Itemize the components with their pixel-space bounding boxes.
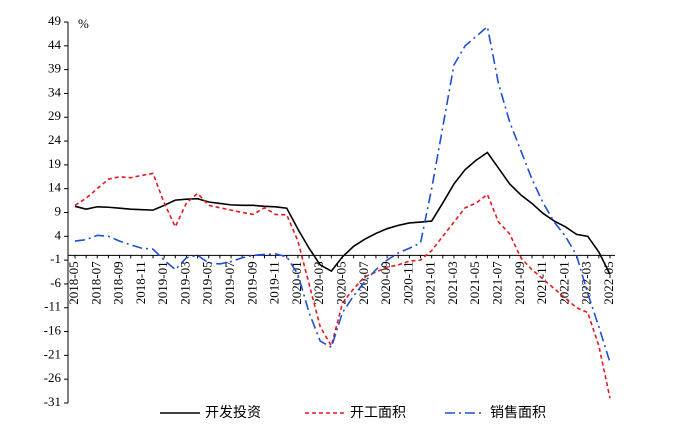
y-tick-label: 9	[55, 203, 62, 218]
y-tick-label: 44	[48, 37, 62, 52]
y-tick-label: -26	[44, 370, 62, 385]
x-tick-label: 2018-07	[88, 261, 103, 305]
y-tick-label: 49	[48, 13, 61, 28]
x-tick-label: 2019-09	[244, 261, 259, 304]
line-series	[74, 151, 611, 275]
x-tick-label: 2020-05	[333, 261, 348, 304]
x-tick-label: 2021-01	[423, 261, 438, 304]
y-tick-label: 19	[48, 156, 61, 171]
y-tick-label: -21	[44, 346, 61, 361]
x-tick-label: 2019-07	[222, 261, 237, 305]
x-tick-label: 2018-09	[111, 261, 126, 304]
x-tick-label: 2020-01	[289, 261, 304, 304]
x-tick-label: 2019-11	[267, 261, 282, 304]
x-tick-label: 2018-05	[66, 261, 81, 304]
x-tick-label: 2020-09	[378, 261, 393, 304]
x-tick-label: 2021-07	[490, 261, 505, 305]
x-tick-label: 2022-05	[601, 261, 616, 304]
y-unit: %	[78, 16, 89, 31]
line-series	[74, 25, 611, 363]
y-tick-label: -16	[44, 323, 62, 338]
x-tick-label: 2021-09	[512, 261, 527, 304]
x-tick-label: 2020-11	[400, 261, 415, 304]
y-tick-label: -11	[44, 299, 61, 314]
y-tick-label: 24	[48, 132, 62, 147]
x-tick-label: 2019-05	[200, 261, 215, 304]
x-tick-label: 2021-11	[534, 261, 549, 304]
x-tick-label: 2020-03	[311, 261, 326, 304]
line-series	[74, 172, 611, 399]
legend-label: 开发投资	[205, 405, 261, 421]
x-tick-label: 2022-03	[579, 261, 594, 304]
x-tick-label: 2021-05	[467, 261, 482, 304]
x-tick-label: 2022-01	[556, 261, 571, 304]
y-tick-label: 14	[48, 180, 62, 195]
y-tick-label: -1	[50, 251, 61, 266]
y-tick-label: 34	[48, 84, 62, 99]
x-tick-label: 2019-01	[155, 261, 170, 304]
y-tick-label: -6	[50, 275, 61, 290]
y-tick-label: -31	[44, 394, 61, 409]
legend-label: 开工面积	[350, 405, 406, 421]
y-tick-label: 39	[48, 61, 61, 76]
y-tick-label: 4	[55, 227, 62, 242]
legend-label: 销售面积	[490, 405, 546, 421]
x-tick-label: 2021-03	[445, 261, 460, 304]
x-tick-label: 2019-03	[177, 261, 192, 304]
x-tick-label: 2018-11	[133, 261, 148, 304]
y-tick-label: 29	[48, 108, 61, 123]
